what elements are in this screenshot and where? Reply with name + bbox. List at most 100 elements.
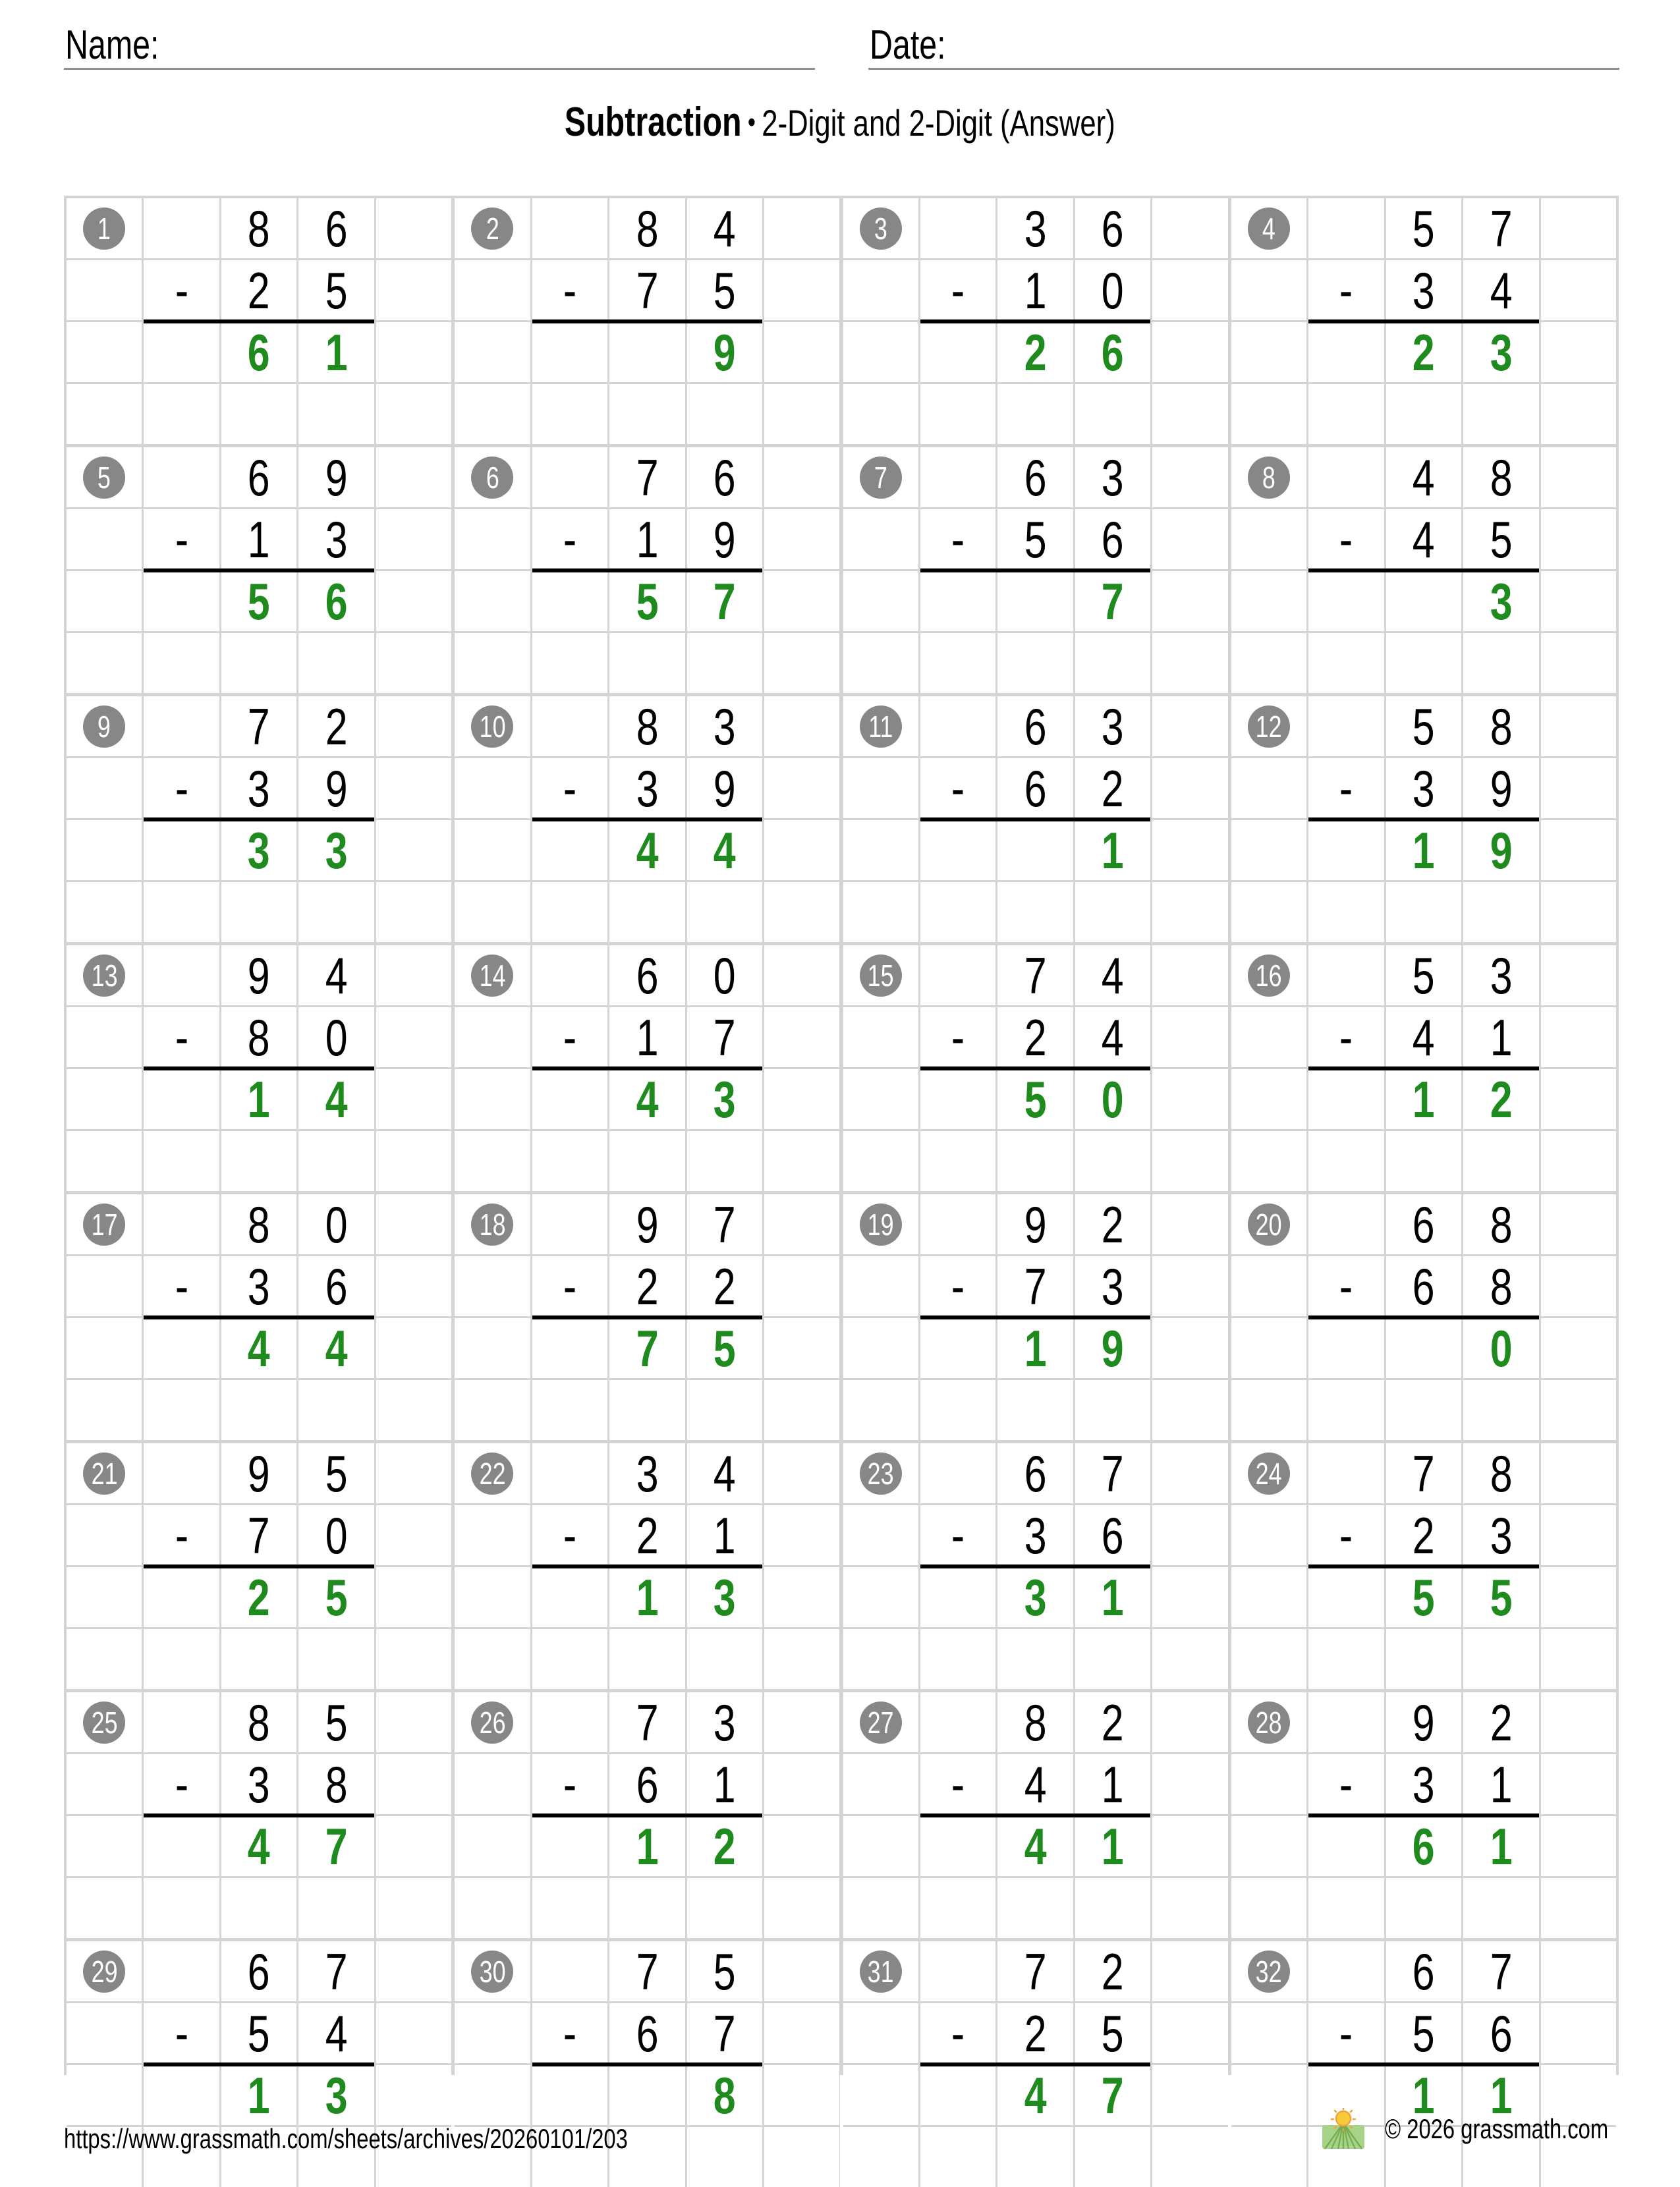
grid-cell <box>1152 820 1228 880</box>
answer-tens-cell: 7 <box>609 1318 685 1378</box>
grid-cell <box>764 2065 840 2125</box>
answer-tens: 7 <box>636 1319 659 1377</box>
operand-top-tens: 6 <box>248 448 271 507</box>
operand-top-tens-cell: 9 <box>221 1443 297 1503</box>
grid-cell <box>843 1007 918 1067</box>
grid-cell <box>1075 1878 1151 1938</box>
operand-bottom-ones-cell: 6 <box>298 1256 374 1316</box>
minus-sign-cell: - <box>532 1505 608 1565</box>
grid-cell <box>764 1629 840 1689</box>
grid-cell <box>1152 384 1228 444</box>
operand-top-ones-cell: 8 <box>1463 1194 1539 1254</box>
operand-bottom-tens-cell: 6 <box>997 758 1073 818</box>
grid-cell <box>764 1007 840 1067</box>
operand-top-tens: 7 <box>1024 946 1047 1005</box>
problem-badge: 31 <box>859 1950 902 1993</box>
grid-cell <box>920 696 996 756</box>
problem-badge-cell: 16 <box>1231 945 1307 1005</box>
problem-badge: 17 <box>83 1203 126 1246</box>
grid-cell <box>67 1131 142 1191</box>
operand-top-tens: 9 <box>1412 1693 1435 1752</box>
grid-cell <box>532 1692 608 1752</box>
problem-number: 5 <box>98 460 111 495</box>
problem-badge-cell: 24 <box>1231 1443 1307 1503</box>
operand-top-tens-cell: 6 <box>221 447 297 507</box>
grid-cell <box>1231 1629 1307 1689</box>
grid-cell <box>609 322 685 382</box>
operand-top-ones-cell: 6 <box>686 447 763 507</box>
operand-bottom-tens-cell: 4 <box>997 1754 1073 1814</box>
operand-bottom-tens-cell: 3 <box>221 1256 297 1316</box>
operand-top-tens-cell: 8 <box>221 198 297 258</box>
grid-cell <box>686 882 763 942</box>
answer-tens-cell: 5 <box>1386 1567 1462 1627</box>
grid-cell <box>1152 509 1228 569</box>
grid-cell <box>67 1567 142 1627</box>
grid-cell <box>920 882 996 942</box>
problem-badge: 14 <box>471 954 514 997</box>
problem-badge: 20 <box>1247 1203 1290 1246</box>
problem-badge-cell: 23 <box>843 1443 918 1503</box>
grid-cell <box>298 633 374 693</box>
problem-badge: 1 <box>83 207 126 250</box>
grid-cell <box>843 1629 918 1689</box>
operand-top-tens-cell: 9 <box>1386 1692 1462 1752</box>
grid-cell <box>532 1941 608 2001</box>
problem-badge: 5 <box>83 456 126 499</box>
answer-tens: 4 <box>248 1319 271 1377</box>
grid-cell <box>532 1380 608 1440</box>
grid-cell <box>997 882 1073 942</box>
grid-cell <box>1463 633 1539 693</box>
answer-ones-cell: 5 <box>1463 1567 1539 1627</box>
answer-ones-cell: 1 <box>1463 2065 1539 2125</box>
operand-bottom-ones-cell: 5 <box>686 260 763 320</box>
operand-top-tens: 9 <box>636 1195 659 1254</box>
operand-top-ones-cell: 9 <box>298 447 374 507</box>
operand-top-tens: 6 <box>1024 1444 1047 1503</box>
operand-top-tens: 6 <box>1412 1942 1435 2001</box>
grid-cell <box>686 384 763 444</box>
grid-cell <box>1152 260 1228 320</box>
answer-tens-cell: 1 <box>221 1069 297 1129</box>
grid-cell <box>532 1069 608 1129</box>
grid-cell <box>376 1878 452 1938</box>
grid-cell <box>1386 384 1462 444</box>
grid-cell <box>1075 1131 1151 1191</box>
grid-cell <box>1231 1380 1307 1440</box>
grid-cell <box>1540 260 1616 320</box>
grid-cell <box>1152 2065 1228 2125</box>
answer-ones-cell: 0 <box>1463 1318 1539 1378</box>
grid-cell <box>376 1007 452 1067</box>
operand-bottom-ones-cell: 9 <box>686 758 763 818</box>
minus-sign: - <box>951 510 965 568</box>
grid-cell <box>455 882 530 942</box>
minus-sign-cell: - <box>532 758 608 818</box>
operand-bottom-ones-cell: 9 <box>686 509 763 569</box>
grid-cell <box>144 447 219 507</box>
problem-badge: 12 <box>1247 705 1290 748</box>
date-label: Date: <box>870 25 967 66</box>
problem-badge-cell: 19 <box>843 1194 918 1254</box>
grid-cell <box>1152 1754 1228 1814</box>
grid-cell <box>1540 1007 1616 1067</box>
answer-ones: 1 <box>1102 1817 1124 1875</box>
operand-bottom-ones: 0 <box>1102 261 1124 319</box>
grid-cell <box>1463 384 1539 444</box>
minus-sign: - <box>951 2004 965 2062</box>
grid-cell <box>376 1443 452 1503</box>
operand-bottom-tens-cell: 3 <box>609 758 685 818</box>
grid-cell <box>920 322 996 382</box>
problem-block: 30 7 5-6 7 8 <box>455 1941 840 2187</box>
grid-cell <box>764 322 840 382</box>
operand-bottom-ones-cell: 1 <box>686 1505 763 1565</box>
problem-number: 32 <box>1256 1954 1282 1989</box>
name-blank-line <box>64 68 815 70</box>
title-subtitle: 2-Digit and 2-Digit (Answer) <box>762 102 1115 144</box>
answer-ones: 9 <box>713 323 736 381</box>
grid-cell <box>997 1131 1073 1191</box>
grid-cell <box>920 945 996 1005</box>
minus-sign: - <box>175 2004 188 2062</box>
grid-cell <box>532 1629 608 1689</box>
operand-top-ones-cell: 4 <box>686 198 763 258</box>
